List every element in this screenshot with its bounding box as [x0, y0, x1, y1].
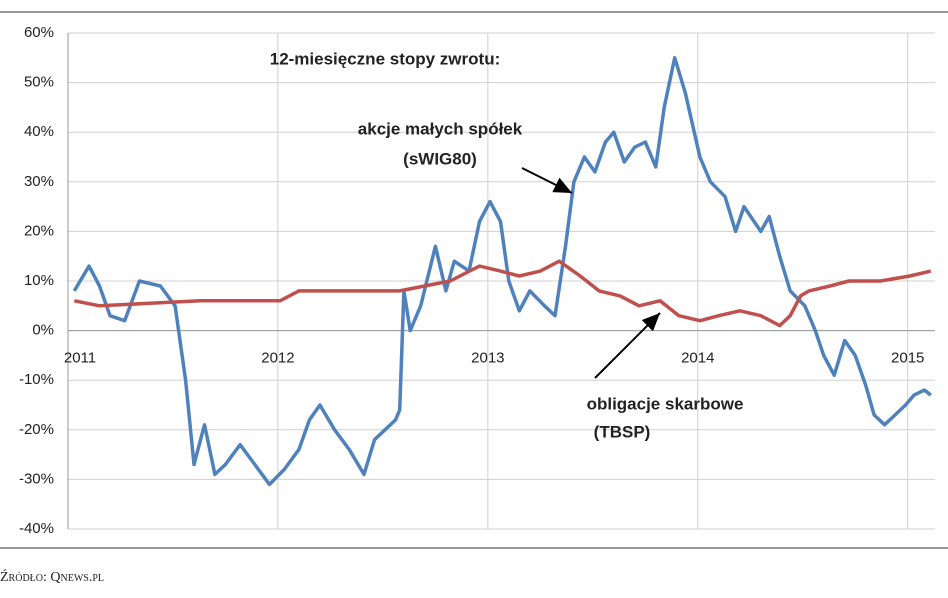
chart-title: 12-miesięczne stopy zwrotu: — [270, 49, 501, 68]
y-tick-label: -30% — [19, 470, 54, 487]
plot — [72, 56, 932, 487]
arrow — [594, 312, 661, 379]
y-tick-label: -20% — [19, 421, 54, 438]
annotation: obligacje skarbowe — [587, 394, 744, 413]
y-tick-label: 60% — [24, 24, 54, 41]
y-tick-label: 0% — [32, 322, 54, 339]
annotation: akcje małych spółek — [358, 119, 523, 138]
x-tick-label: 2015 — [891, 350, 924, 367]
y-tick-label: -40% — [19, 520, 54, 537]
annotation: (sWIG80) — [403, 149, 477, 168]
y-tick-label: 40% — [24, 123, 54, 140]
series-line — [72, 56, 932, 487]
x-tick-label: 2013 — [471, 350, 504, 367]
source: Źródło: Qnews.pl — [0, 568, 104, 585]
y-tick-label: 30% — [24, 173, 54, 190]
y-tick-label: 20% — [24, 222, 54, 239]
annotation: (TBSP) — [594, 422, 651, 441]
x-tick-label: 2012 — [261, 350, 294, 367]
y-tick-label: 10% — [24, 272, 54, 289]
arrow — [521, 167, 573, 194]
grid — [67, 32, 935, 530]
series-line — [73, 259, 932, 328]
x-tick-label: 2011 — [64, 350, 96, 367]
x-tick-label: 2014 — [681, 350, 714, 367]
y-tick-label: 50% — [24, 74, 54, 91]
y-tick-label: -10% — [19, 371, 54, 388]
